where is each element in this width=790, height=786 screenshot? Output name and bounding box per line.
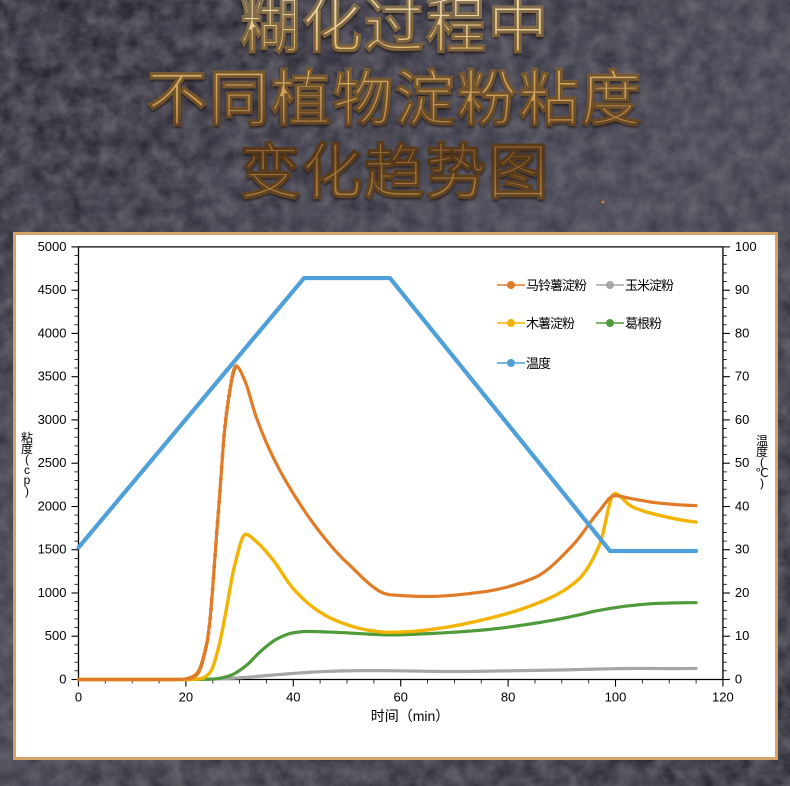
- svg-text:20: 20: [179, 690, 193, 705]
- svg-text:马铃薯淀粉: 马铃薯淀粉: [526, 278, 587, 293]
- svg-text:0: 0: [75, 690, 82, 705]
- svg-text:70: 70: [735, 369, 749, 384]
- svg-text:5000: 5000: [38, 239, 67, 254]
- svg-text:90: 90: [735, 282, 749, 297]
- svg-text:木薯淀粉: 木薯淀粉: [526, 316, 575, 331]
- svg-text:30: 30: [735, 542, 749, 557]
- svg-text:2500: 2500: [38, 455, 67, 470]
- svg-text:温度: 温度: [526, 356, 551, 371]
- svg-text:0: 0: [59, 672, 66, 687]
- svg-text:60: 60: [735, 412, 749, 427]
- svg-text:500: 500: [45, 628, 67, 643]
- svg-text:20: 20: [735, 585, 749, 600]
- svg-text:1000: 1000: [38, 585, 67, 600]
- svg-text:80: 80: [501, 690, 515, 705]
- svg-text:100: 100: [735, 239, 757, 254]
- svg-text:80: 80: [735, 325, 749, 340]
- svg-text:40: 40: [286, 690, 300, 705]
- svg-text:2000: 2000: [38, 499, 67, 514]
- svg-text:0: 0: [735, 672, 742, 687]
- svg-text:40: 40: [735, 499, 749, 514]
- svg-text:4500: 4500: [38, 282, 67, 297]
- svg-text:50: 50: [735, 455, 749, 470]
- svg-text:120: 120: [712, 690, 734, 705]
- svg-text:60: 60: [393, 690, 407, 705]
- svg-text:3500: 3500: [38, 369, 67, 384]
- svg-text:3000: 3000: [38, 412, 67, 427]
- svg-text:100: 100: [605, 690, 627, 705]
- svg-text:10: 10: [735, 628, 749, 643]
- svg-text:4000: 4000: [38, 325, 67, 340]
- svg-text:1500: 1500: [38, 542, 67, 557]
- svg-text:葛根粉: 葛根粉: [625, 316, 662, 331]
- svg-text:玉米淀粉: 玉米淀粉: [625, 278, 674, 293]
